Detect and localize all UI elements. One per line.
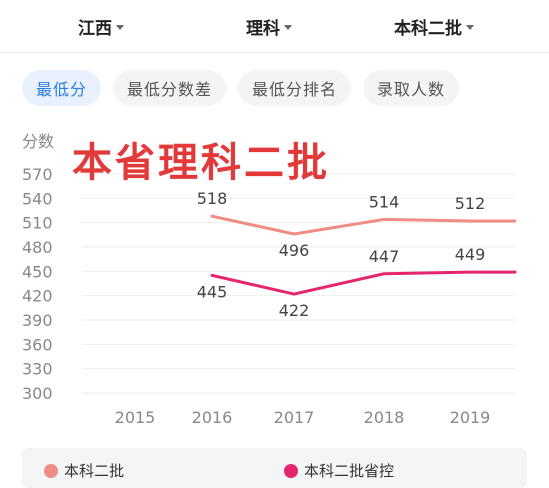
legend-label: 本科二批省控 bbox=[304, 462, 395, 480]
y-tick-label: 450 bbox=[22, 262, 53, 281]
legend-label: 本科二批 bbox=[64, 462, 125, 480]
data-label: 496 bbox=[279, 241, 310, 260]
y-tick-label: 300 bbox=[22, 384, 53, 403]
data-label: 514 bbox=[369, 192, 400, 211]
x-tick-label: 2015 bbox=[115, 408, 156, 427]
data-label: 518 bbox=[197, 189, 228, 208]
series-line-control bbox=[210, 270, 517, 296]
chevron-down-icon bbox=[466, 25, 474, 30]
data-label: 445 bbox=[197, 282, 228, 301]
y-tick-label: 390 bbox=[22, 311, 53, 330]
x-tick-label: 2018 bbox=[364, 408, 405, 427]
legend-item-line: 本科二批 bbox=[44, 460, 124, 481]
province-label: 江西 bbox=[78, 18, 112, 39]
series-line-batch bbox=[210, 214, 517, 236]
y-tick-label: 330 bbox=[22, 360, 53, 379]
chevron-down-icon bbox=[284, 25, 292, 30]
data-label: 449 bbox=[455, 245, 486, 264]
legend-item-control: 本科二批省控 bbox=[284, 460, 394, 481]
batch-dropdown[interactable]: 本科二批 bbox=[394, 0, 474, 52]
y-tick-label: 510 bbox=[22, 214, 53, 233]
data-label: 512 bbox=[455, 194, 486, 213]
overlay-title: 本省理科二批 bbox=[72, 140, 330, 186]
y-axis-label: 分数 bbox=[22, 132, 54, 151]
metric-tabs: 最低分 最低分数差 最低分排名 录取人数 bbox=[22, 70, 460, 106]
x-tick-label: 2017 bbox=[274, 408, 315, 427]
score-line-chart: 分数 570 540 510 480 450 420 390 360 330 300 2015 2016… bbox=[22, 132, 517, 427]
x-tick-label: 2016 bbox=[192, 408, 233, 427]
y-tick-label: 570 bbox=[22, 165, 53, 184]
chevron-down-icon bbox=[116, 25, 124, 30]
y-tick-label: 540 bbox=[22, 189, 53, 208]
y-tick-label: 420 bbox=[22, 287, 53, 306]
province-dropdown[interactable]: 江西 bbox=[78, 0, 124, 52]
legend-dot-icon bbox=[44, 463, 58, 478]
data-label: 422 bbox=[279, 301, 310, 320]
tab-admission-count[interactable]: 录取人数 bbox=[363, 70, 460, 106]
tab-min-score-rank[interactable]: 最低分排名 bbox=[238, 70, 352, 106]
y-tick-label: 360 bbox=[22, 335, 53, 354]
y-tick-label: 480 bbox=[22, 238, 53, 257]
tab-min-score[interactable]: 最低分 bbox=[22, 70, 102, 106]
chart-legend: 本科二批 本科二批省控 bbox=[22, 448, 527, 488]
subject-dropdown[interactable]: 理科 bbox=[246, 0, 292, 52]
batch-label: 本科二批 bbox=[394, 18, 462, 39]
x-tick-label: 2019 bbox=[450, 408, 491, 427]
filter-bar: 江西 理科 本科二批 bbox=[0, 0, 549, 53]
data-label: 447 bbox=[369, 247, 400, 266]
legend-dot-icon bbox=[284, 463, 298, 478]
subject-label: 理科 bbox=[246, 18, 280, 39]
tab-min-score-diff[interactable]: 最低分数差 bbox=[113, 70, 227, 106]
